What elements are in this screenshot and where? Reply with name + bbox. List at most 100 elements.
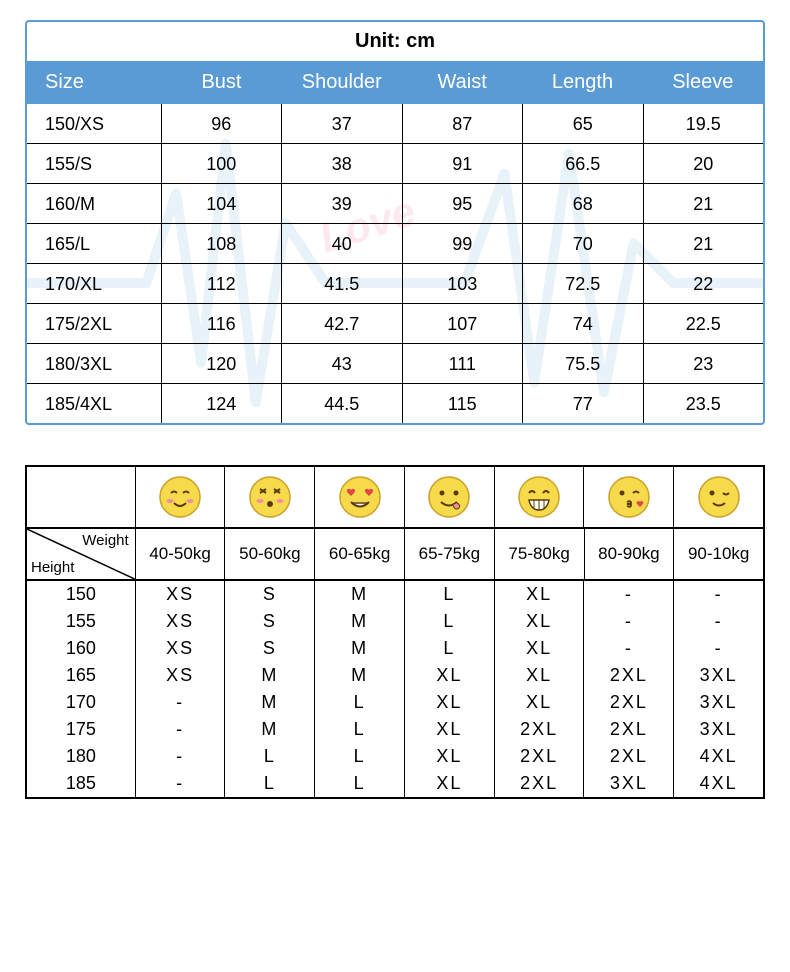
weight-header-cell: 80-90kg: [584, 529, 674, 579]
height-cell: 150: [27, 581, 135, 608]
measure-cell: 104: [161, 184, 282, 223]
size-rec-cell: 4XL: [673, 770, 763, 797]
measure-cell: 99: [402, 224, 523, 263]
emoji-header-row: [27, 467, 763, 527]
size-rec-cell: L: [314, 770, 404, 797]
size-rec-cell: XL: [494, 689, 584, 716]
size-rec-cell: -: [135, 689, 225, 716]
table-row: 155/S100389166.520: [27, 143, 763, 183]
size-cell: 180/3XL: [27, 344, 161, 383]
table-row: 160XSSMLXL--: [27, 635, 763, 662]
surprised-emoji-icon: [224, 467, 314, 527]
size-rec-cell: L: [404, 581, 494, 608]
table-row: 180/3XL1204311175.523: [27, 343, 763, 383]
measure-cell: 23.5: [643, 384, 764, 423]
table-row: 150XSSMLXL--: [27, 581, 763, 608]
size-rec-cell: L: [224, 770, 314, 797]
measure-cell: 75.5: [522, 344, 643, 383]
size-cell: 175/2XL: [27, 304, 161, 343]
measure-cell: 111: [402, 344, 523, 383]
measure-cell: 87: [402, 104, 523, 143]
size-rec-cell: -: [673, 608, 763, 635]
size-rec-cell: L: [224, 743, 314, 770]
size-rec-cell: S: [224, 635, 314, 662]
size-rec-cell: -: [673, 635, 763, 662]
kiss-heart-emoji-icon: [583, 467, 673, 527]
size-rec-cell: -: [583, 581, 673, 608]
page: Unit: cm Size Bust Shoulder Waist Length…: [0, 0, 790, 819]
measure-cell: 44.5: [281, 384, 402, 423]
table-row: 155XSSMLXL--: [27, 608, 763, 635]
measure-cell: 74: [522, 304, 643, 343]
size-rec-cell: XL: [404, 770, 494, 797]
diag-height-label: Height: [31, 559, 74, 576]
measure-cell: 19.5: [643, 104, 764, 143]
size-chart-title: Unit: cm: [27, 22, 763, 61]
size-rec-cell: 2XL: [583, 689, 673, 716]
table-row: 185/4XL12444.51157723.5: [27, 383, 763, 423]
size-rec-cell: L: [314, 689, 404, 716]
weight-header-cell: 60-65kg: [314, 529, 404, 579]
measure-cell: 91: [402, 144, 523, 183]
size-rec-cell: M: [314, 662, 404, 689]
size-rec-cell: 3XL: [673, 689, 763, 716]
weight-header-cell: 65-75kg: [404, 529, 494, 579]
measure-cell: 115: [402, 384, 523, 423]
col-bust: Bust: [161, 61, 281, 104]
measure-cell: 40: [281, 224, 402, 263]
measure-cell: 100: [161, 144, 282, 183]
measure-cell: 43: [281, 344, 402, 383]
size-rec-cell: 2XL: [583, 743, 673, 770]
col-sleeve: Sleeve: [643, 61, 763, 104]
measure-cell: 103: [402, 264, 523, 303]
measure-cell: 107: [402, 304, 523, 343]
height-weight-table: Weight Height 40-50kg50-60kg60-65kg65-75…: [25, 465, 765, 799]
size-rec-cell: XL: [404, 716, 494, 743]
size-cell: 185/4XL: [27, 384, 161, 423]
size-rec-cell: 4XL: [673, 743, 763, 770]
size-rec-cell: XL: [494, 662, 584, 689]
col-waist: Waist: [402, 61, 522, 104]
blush-emoji-icon: [135, 467, 225, 527]
size-rec-cell: L: [404, 608, 494, 635]
table-row: 165XSMMXLXL2XL3XL: [27, 662, 763, 689]
size-rec-cell: XS: [135, 608, 225, 635]
size-rec-cell: XL: [404, 662, 494, 689]
wink-emoji-icon: [673, 467, 763, 527]
diag-header-cell: Weight Height: [27, 529, 135, 579]
measure-cell: 95: [402, 184, 523, 223]
size-rec-cell: M: [314, 581, 404, 608]
measure-cell: 77: [522, 384, 643, 423]
measure-cell: 38: [281, 144, 402, 183]
size-rec-cell: S: [224, 581, 314, 608]
measure-cell: 20: [643, 144, 764, 183]
measure-cell: 37: [281, 104, 402, 143]
size-rec-cell: M: [224, 662, 314, 689]
weight-header-cell: 40-50kg: [135, 529, 225, 579]
measure-cell: 21: [643, 184, 764, 223]
size-rec-cell: S: [224, 608, 314, 635]
size-cell: 165/L: [27, 224, 161, 263]
height-cell: 160: [27, 635, 135, 662]
size-rec-cell: XS: [135, 581, 225, 608]
measure-cell: 72.5: [522, 264, 643, 303]
size-rec-cell: L: [314, 716, 404, 743]
size-rec-cell: XL: [404, 743, 494, 770]
table-row: 165/L10840997021: [27, 223, 763, 263]
measure-cell: 22: [643, 264, 764, 303]
height-cell: 185: [27, 770, 135, 797]
size-rec-cell: M: [224, 716, 314, 743]
yum-emoji-icon: [404, 467, 494, 527]
col-length: Length: [522, 61, 642, 104]
col-shoulder: Shoulder: [282, 61, 402, 104]
table-row: 170/XL11241.510372.522: [27, 263, 763, 303]
height-cell: 155: [27, 608, 135, 635]
measure-cell: 116: [161, 304, 282, 343]
measure-cell: 124: [161, 384, 282, 423]
measure-cell: 65: [522, 104, 643, 143]
table-row: 175/2XL11642.71077422.5: [27, 303, 763, 343]
size-rec-cell: -: [135, 770, 225, 797]
size-rec-cell: 2XL: [583, 716, 673, 743]
weight-header-row: Weight Height 40-50kg50-60kg60-65kg65-75…: [27, 527, 763, 581]
table-row: 170-MLXLXL2XL3XL: [27, 689, 763, 716]
